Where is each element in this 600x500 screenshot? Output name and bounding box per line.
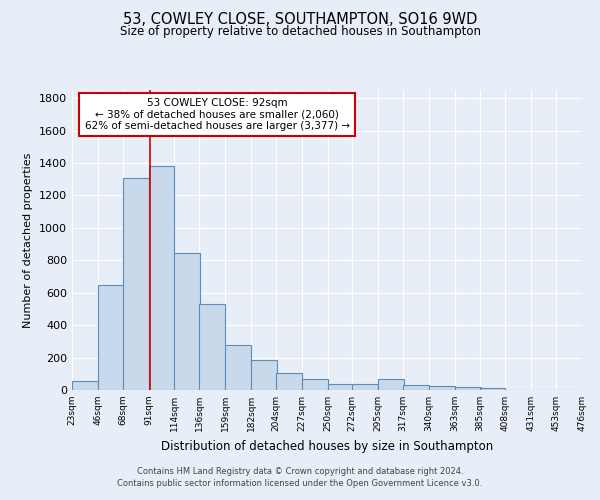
Bar: [122, 178, 149, 390]
Bar: [479, 388, 505, 390]
Bar: [149, 166, 175, 390]
Bar: [403, 385, 429, 390]
Text: Contains public sector information licensed under the Open Government Licence v3: Contains public sector information licen…: [118, 478, 482, 488]
Bar: [276, 373, 302, 390]
Bar: [72, 381, 98, 390]
Bar: [251, 360, 277, 390]
Bar: [429, 386, 455, 390]
Bar: [225, 346, 251, 390]
Bar: [302, 380, 328, 390]
Bar: [175, 253, 200, 390]
X-axis label: Distribution of detached houses by size in Southampton: Distribution of detached houses by size …: [161, 440, 493, 452]
Bar: [352, 384, 378, 390]
Text: Contains HM Land Registry data © Crown copyright and database right 2024.: Contains HM Land Registry data © Crown c…: [137, 467, 463, 476]
Y-axis label: Number of detached properties: Number of detached properties: [23, 152, 34, 328]
Bar: [328, 384, 353, 390]
Text: Size of property relative to detached houses in Southampton: Size of property relative to detached ho…: [119, 25, 481, 38]
Bar: [199, 304, 225, 390]
Text: 53 COWLEY CLOSE: 92sqm
← 38% of detached houses are smaller (2,060)
62% of semi-: 53 COWLEY CLOSE: 92sqm ← 38% of detached…: [85, 98, 350, 131]
Bar: [98, 286, 124, 390]
Text: 53, COWLEY CLOSE, SOUTHAMPTON, SO16 9WD: 53, COWLEY CLOSE, SOUTHAMPTON, SO16 9WD: [123, 12, 477, 28]
Bar: [378, 380, 404, 390]
Bar: [455, 387, 481, 390]
